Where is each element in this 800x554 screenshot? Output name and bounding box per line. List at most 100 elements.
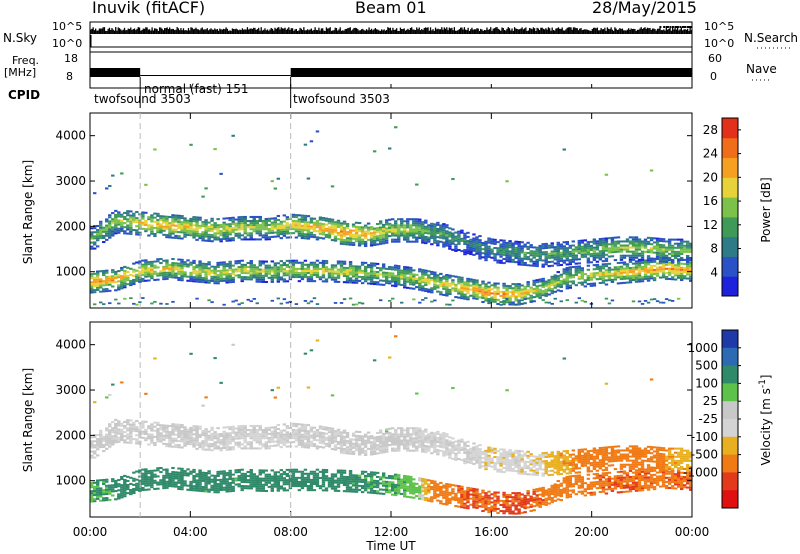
- power-cell: [198, 280, 202, 283]
- power-cell: [312, 280, 317, 283]
- power-cell: [646, 251, 651, 254]
- power-cell: [231, 222, 235, 225]
- velocity-cell: [300, 443, 305, 447]
- power-cell: [306, 265, 311, 268]
- power-cell: [433, 299, 437, 302]
- power-cell: [189, 277, 193, 281]
- velocity-cell: [351, 480, 356, 483]
- power-cell: [541, 286, 545, 289]
- power-cell: [123, 286, 127, 289]
- power-cell: [634, 264, 639, 267]
- power-cell: [457, 230, 461, 233]
- velocity-cell: [144, 478, 148, 481]
- power-cell: [421, 298, 425, 301]
- power-cell: [105, 218, 109, 221]
- power-cell: [165, 259, 169, 262]
- velocity-cell: [324, 479, 329, 482]
- power-cell: [403, 280, 407, 283]
- power-cell: [363, 270, 368, 273]
- power-cell: [487, 291, 491, 294]
- power-cell: [285, 274, 290, 277]
- power-cell: [204, 273, 208, 276]
- power-cell: [282, 224, 287, 227]
- velocity-cell: [225, 432, 229, 435]
- power-cell: [120, 285, 124, 288]
- power-cell: [252, 226, 256, 229]
- power-cell: [144, 261, 148, 264]
- velocity-cell: [135, 440, 139, 443]
- power-cell: [342, 266, 347, 269]
- power-cell: [195, 238, 199, 241]
- power-cell: [391, 272, 395, 275]
- power-cell: [108, 228, 112, 231]
- power-cell: [183, 273, 187, 276]
- power-cell: [243, 222, 247, 225]
- power-cell: [135, 229, 139, 232]
- velocity-cell: [174, 423, 178, 426]
- power-cell: [147, 271, 151, 274]
- power-cell: [598, 256, 603, 259]
- power-cell: [171, 266, 175, 269]
- power-cell: [598, 277, 603, 280]
- power-cell: [517, 283, 521, 286]
- velocity-cell: [174, 437, 178, 440]
- velocity-cell: [117, 489, 121, 492]
- velocity-cell: [105, 435, 109, 438]
- power-cell: [562, 261, 566, 264]
- power-cell: [387, 299, 392, 302]
- power-cell: [394, 276, 398, 279]
- power-cell: [363, 234, 368, 237]
- velocity-cell: [309, 489, 314, 492]
- power-cell: [303, 269, 308, 272]
- power-cell: [237, 228, 241, 231]
- power-cell: [201, 268, 205, 271]
- power-cell: [207, 235, 211, 238]
- velocity-cell: [258, 437, 262, 440]
- power-cell: [661, 240, 666, 243]
- power-cell: [312, 236, 317, 239]
- power-cell: [607, 255, 612, 258]
- power-cell: [586, 259, 591, 262]
- velocity-cell: [297, 489, 302, 492]
- power-cell: [222, 273, 226, 276]
- power-cell: [306, 227, 311, 230]
- power-cell: [306, 177, 311, 180]
- velocity-cell: [291, 468, 296, 471]
- power-cell: [616, 268, 621, 271]
- velocity-cell: [240, 489, 244, 492]
- velocity-cell: [216, 489, 220, 492]
- power-cell: [345, 225, 350, 228]
- power-cell: [430, 270, 434, 273]
- velocity-cell: [123, 439, 127, 442]
- power-cell: [415, 226, 419, 229]
- power-cell: [108, 224, 112, 227]
- power-cell: [445, 294, 449, 297]
- power-cell: [204, 227, 208, 230]
- power-cell: [240, 259, 244, 262]
- velocity-cell: [234, 477, 238, 480]
- power-cell: [102, 236, 106, 239]
- power-cell: [195, 230, 199, 233]
- power-cell: [520, 257, 524, 260]
- power-cell: [577, 269, 582, 272]
- velocity-cell: [165, 470, 169, 473]
- power-cell: [442, 225, 446, 228]
- power-cell: [273, 270, 278, 273]
- power-cell: [174, 236, 178, 239]
- velocity-cell: [270, 487, 275, 490]
- power-cell: [460, 297, 464, 300]
- power-cell: [327, 222, 332, 225]
- power-cell: [387, 230, 392, 234]
- power-cell: [273, 272, 278, 275]
- power-cell: [535, 260, 539, 264]
- power-cell: [586, 243, 591, 246]
- power-cell: [442, 281, 446, 284]
- velocity-cell: [291, 478, 296, 481]
- power-cell: [192, 216, 196, 219]
- power-cell: [559, 290, 563, 293]
- power-cell: [249, 224, 253, 227]
- power-cell: [348, 261, 353, 264]
- power-cell: [162, 269, 166, 272]
- power-cell: [330, 276, 335, 279]
- power-cell: [99, 224, 103, 227]
